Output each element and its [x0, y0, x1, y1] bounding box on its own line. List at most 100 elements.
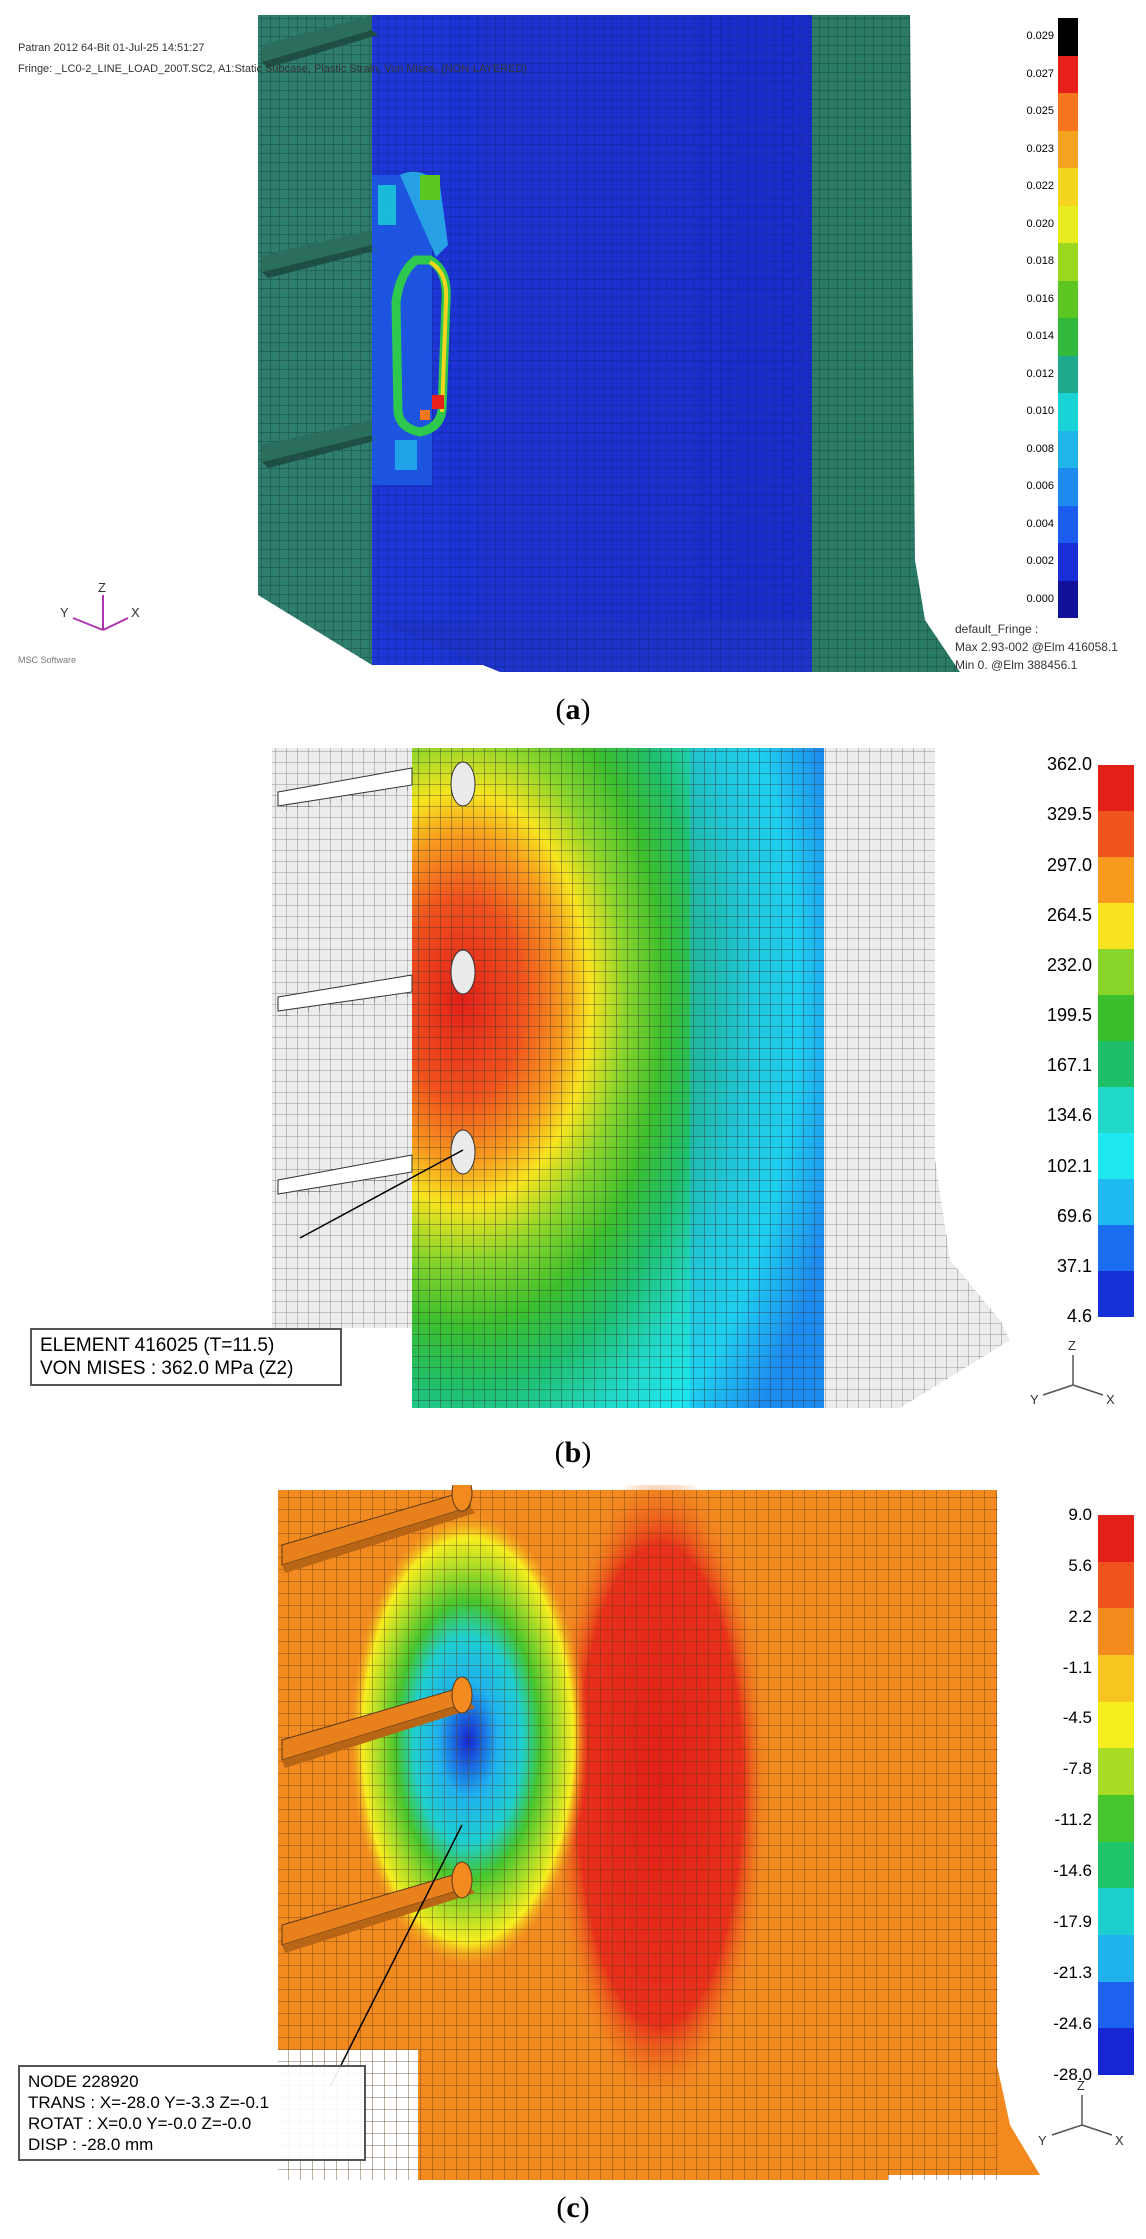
legend-swatch: [1058, 280, 1078, 318]
legend-label: 0.000: [1026, 592, 1054, 605]
node-info-line4: DISP : -28.0 mm: [28, 2135, 154, 2154]
legend-label: 0.010: [1026, 405, 1054, 418]
stiffener-top: [262, 15, 378, 68]
legend-swatch: [1058, 580, 1078, 618]
hole-top: [450, 761, 476, 807]
legend-swatch: [1098, 1608, 1134, 1655]
legend-label: 2.2: [1068, 1606, 1092, 1626]
triad-x-label: X: [1115, 2133, 1124, 2148]
panel-c-fe-model: Z Y X: [278, 1485, 1124, 2180]
panel-c-color-legend: 9.0 5.6 2.2 -1.1 -4.5 -7.8 -11.2 -14.6 -17.9 -21.…: [1053, 1505, 1134, 2084]
legend-label: -4.5: [1062, 1708, 1092, 1728]
legend-label: 0.029: [1026, 30, 1054, 43]
legend-swatch: [1058, 393, 1078, 431]
panel-c: Z Y X NODE 228920 TRANS : X=-28.0 Y=-3.3…: [0, 1485, 1146, 2239]
legend-label: 5.6: [1068, 1555, 1092, 1575]
stiffener-top: [277, 767, 413, 812]
stiffener-bottom: [262, 420, 378, 468]
legend-label: 0.008: [1026, 442, 1054, 455]
triad-y-label: Y: [1038, 2133, 1047, 2148]
legend-label: -7.8: [1062, 1759, 1092, 1779]
legend-swatch: [1098, 1041, 1134, 1087]
patran-header-line2: Fringe: _LC0-2_LINE_LOAD_200T.SC2, A1:St…: [18, 63, 528, 75]
hole-middle: [451, 1676, 473, 1714]
hole-strain-region: [372, 171, 451, 485]
panel-a-caption-letter: a: [565, 693, 581, 726]
triad-y-label: Y: [1030, 1392, 1039, 1407]
hole-bottom: [451, 1861, 473, 1899]
legend-label: 9.0: [1068, 1504, 1092, 1524]
hole-bottom: [450, 1129, 476, 1175]
stiffener-middle: [277, 974, 413, 1017]
legend-swatch: [1098, 1271, 1134, 1317]
triad-x-label: X: [131, 605, 140, 620]
legend-label: 167.1: [1046, 1055, 1092, 1076]
element-info-line1: ELEMENT 416025 (T=11.5): [40, 1335, 275, 1356]
panel-b-caption-letter: b: [564, 1436, 582, 1469]
legend-swatch: [1098, 765, 1134, 811]
leader-line: [299, 1149, 464, 1239]
legend-swatch: [1098, 949, 1134, 995]
legend-label: 0.022: [1026, 180, 1054, 193]
panel-a-color-legend: 0.029 0.027 0.025 0.023 0.022 0.020 0.018 0.016…: [1026, 18, 1078, 618]
triad-z-label: Z: [1068, 1338, 1076, 1353]
legend-swatch: [1098, 1841, 1134, 1889]
legend-swatch: [1098, 1179, 1134, 1225]
legend-swatch: [1098, 1795, 1134, 1842]
legend-swatch: [1098, 1748, 1134, 1795]
legend-label: 0.027: [1026, 67, 1054, 80]
coordinate-triad: Z Y X: [60, 580, 140, 631]
legend-swatch: [1058, 318, 1078, 356]
legend-swatch: [1058, 505, 1078, 543]
fringe-footer-title: default_Fringe :: [955, 622, 1039, 636]
legend-label: 37.1: [1056, 1256, 1092, 1277]
legend-label: -21.3: [1053, 1962, 1092, 1982]
triad-z-label: Z: [1077, 2078, 1085, 2093]
panel-a-fe-model: Z Y X: [60, 15, 960, 672]
panel-c-caption: (c): [556, 2191, 590, 2224]
element-info-line2: VON MISES : 362.0 MPa (Z2): [40, 1358, 294, 1379]
coordinate-triad: Z Y X: [1030, 1338, 1115, 1407]
legend-label: 362.0: [1046, 754, 1092, 775]
legend-swatch: [1098, 811, 1134, 857]
legend-swatch: [1058, 168, 1078, 206]
panel-b-caption: (b): [554, 1436, 592, 1469]
legend-swatch: [1098, 1935, 1134, 1982]
legend-label: 297.0: [1046, 854, 1092, 875]
legend-label: 0.016: [1026, 292, 1054, 305]
legend-label: -17.9: [1053, 1912, 1092, 1932]
leader-line: [329, 1824, 463, 2088]
legend-label: 0.018: [1026, 255, 1054, 268]
node-info-box: NODE 228920 TRANS : X=-28.0 Y=-3.3 Z=-0.…: [18, 2065, 366, 2161]
legend-label: -24.6: [1053, 2013, 1092, 2033]
legend-swatch: [1058, 93, 1078, 131]
legend-swatch: [1098, 903, 1134, 949]
triad-z-label: Z: [98, 580, 106, 595]
legend-label: 0.004: [1026, 517, 1054, 530]
stiffener-bottom: [277, 1154, 413, 1200]
hole-middle: [450, 949, 476, 995]
fringe-footer-min: Min 0. @Elm 388456.1: [955, 658, 1078, 672]
legend-swatch: [1058, 18, 1078, 56]
patran-header-line1: Patran 2012 64-Bit 01-Jul-25 14:51:27: [18, 42, 205, 54]
node-info-line3: ROTAT : X=0.0 Y=-0.0 Z=-0.0: [28, 2114, 252, 2133]
stiffener-middle: [262, 230, 378, 278]
legend-label: 199.5: [1046, 1005, 1092, 1026]
element-info-box: ELEMENT 416025 (T=11.5) VON MISES : 362.…: [30, 1328, 342, 1386]
legend-label: -14.6: [1053, 1861, 1092, 1881]
legend-label: 69.6: [1056, 1205, 1092, 1226]
msc-logo: MSC Software: [18, 655, 77, 665]
node-info-line2: TRANS : X=-28.0 Y=-3.3 Z=-0.1: [28, 2093, 270, 2112]
triad-x-label: X: [1106, 1392, 1115, 1407]
legend-swatch: [1058, 243, 1078, 281]
legend-swatch: [1058, 430, 1078, 468]
node-info-line1: NODE 228920: [28, 2072, 139, 2091]
legend-swatch: [1058, 130, 1078, 168]
legend-swatch: [1058, 205, 1078, 243]
legend-swatch: [1058, 468, 1078, 506]
legend-label: 134.6: [1046, 1105, 1092, 1126]
legend-swatch: [1098, 1087, 1134, 1133]
legend-label: -11.2: [1054, 1810, 1093, 1830]
legend-swatch: [1058, 55, 1078, 93]
